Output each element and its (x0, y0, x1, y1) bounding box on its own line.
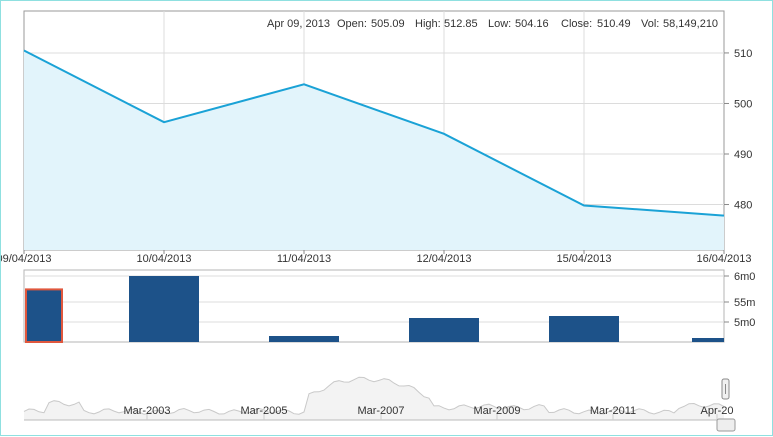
price-line (23, 49, 725, 217)
volume-bar (409, 318, 479, 342)
volume-plot-border (23, 269, 725, 343)
readout-high-label: High: (415, 18, 441, 30)
price-area-fill (24, 50, 724, 250)
date-tick-label: 09/04/2013 (1, 253, 52, 265)
date-axis-labels: 09/04/2013 10/04/2013 11/04/2013 12/04/2013… (1, 250, 752, 265)
readout-high-value: 512.85 (444, 18, 478, 30)
readout-close-label: Close: (561, 18, 592, 30)
navigator-scroll-button[interactable] (716, 418, 736, 432)
date-tick-label: 15/04/2013 (556, 253, 611, 265)
navigator-tick-label: Mar-2005 (240, 405, 287, 417)
navigator[interactable]: Mar-2003 Mar-2005 Mar-2007 Mar-2009 Mar-2011… (23, 376, 736, 432)
date-tick-label: 10/04/2013 (136, 253, 191, 265)
volume-bar (692, 338, 724, 342)
navigator-area (24, 377, 724, 420)
date-tick-label: 16/04/2013 (696, 253, 751, 265)
volume-tick-label: 6m0 (734, 271, 755, 283)
navigator-tick-label: Mar-2011 (590, 405, 636, 417)
navigator-line (23, 376, 725, 415)
readout-low-value: 504.16 (515, 18, 549, 30)
ohlc-readout: Apr 09, 2013 Open: 505.09 High: 512.85 L… (267, 18, 718, 30)
volume-bar (129, 276, 199, 342)
navigator-axis-labels: Mar-2003 Mar-2005 Mar-2007 Mar-2009 Mar-2011… (123, 405, 734, 420)
readout-open-label: Open: (337, 18, 367, 30)
readout-low-label: Low: (488, 18, 511, 30)
volume-bar (25, 288, 63, 344)
volume-axis-labels: 6m0 55m 5m0 (724, 271, 755, 329)
volume-tick-label: 5m0 (734, 317, 755, 329)
readout-date: Apr 09, 2013 (267, 18, 330, 30)
volume-bar (549, 316, 619, 342)
date-tick-label: 12/04/2013 (416, 253, 471, 265)
price-axis-labels: 510 500 490 480 (724, 48, 752, 212)
price-tick-label: 500 (734, 98, 752, 110)
readout-vol-label: Vol: (641, 18, 659, 30)
volume-tick-label: 55m (734, 297, 755, 309)
readout-vol-value: 58,149,210 (663, 18, 718, 30)
navigator-tick-label: Mar-2003 (123, 405, 170, 417)
navigator-tick-label: Mar-2009 (473, 405, 520, 417)
readout-open-value: 505.09 (371, 18, 405, 30)
price-tick-label: 490 (734, 149, 752, 161)
price-tick-label: 480 (734, 200, 752, 212)
volume-bar (269, 336, 339, 342)
price-tick-label: 510 (734, 48, 752, 60)
volume-bars (25, 276, 724, 344)
date-tick-label: 11/04/2013 (277, 253, 331, 265)
readout-close-value: 510.49 (597, 18, 631, 30)
navigator-tick-label: Mar-2007 (357, 405, 404, 417)
navigator-tick-label: Apr-20 (700, 405, 733, 417)
